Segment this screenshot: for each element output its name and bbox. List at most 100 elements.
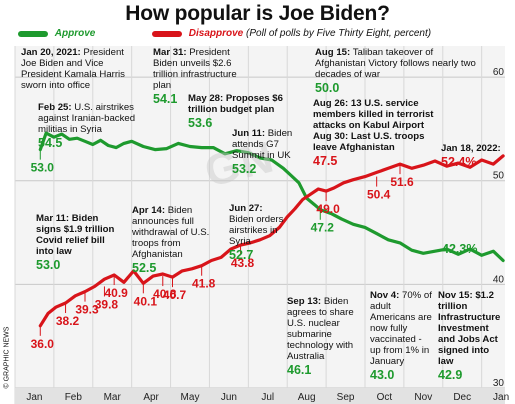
x-tick-label: Nov (414, 392, 432, 403)
value-label: 38.2 (56, 314, 80, 328)
x-tick-label: Jun (221, 392, 237, 403)
x-axis-band (15, 388, 505, 404)
value-label: 40.7 (163, 288, 187, 302)
value-label: 50.4 (367, 188, 391, 202)
value-label: 39.8 (95, 297, 119, 311)
x-tick-label: Jan (26, 392, 42, 403)
annotation-value: 54.1 (153, 92, 178, 106)
annotation-date: Apr 14: (132, 205, 166, 216)
x-tick-label: Dec (453, 392, 471, 403)
annotation-date: May 28: (188, 93, 224, 104)
annotation-jun11: Jun 11: Biden attends G7 Summit in UK 53… (232, 128, 300, 177)
annotation-text: Biden signs $1.9 trillion Covid relief b… (36, 213, 115, 257)
y-axis: 30 40 50 60 (493, 67, 505, 389)
annotation-text: 70% of adult Americans are now fully vac… (370, 290, 432, 367)
x-tick-label: Apr (143, 392, 159, 403)
value-label: 47.2 (311, 221, 335, 235)
annotation-date: Mar 11: (36, 213, 70, 224)
y-tick-label: 50 (493, 171, 505, 182)
annotation-value: 47.5 (313, 154, 338, 168)
annotation-text: Proposes $6 trillion budget plan (188, 93, 283, 115)
annotation-value: 53.2 (232, 162, 257, 176)
annotation-text: 13 U.S. service members killed in terror… (313, 98, 434, 131)
annotation-value: 52.5 (132, 261, 157, 275)
annotation-value: 43.0 (370, 368, 395, 382)
legend-approve-swatch (18, 30, 48, 37)
legend-approve-label: Approve (54, 28, 96, 39)
x-tick-label: Sep (337, 392, 355, 403)
annotation-text: Taliban takeover of Afghanistan Victory … (315, 47, 476, 80)
value-label: 40.9 (104, 286, 128, 300)
plot-background (15, 46, 505, 388)
annotation-text: Biden announces full withdrawal of U.S. … (132, 205, 210, 260)
annotation-text: Biden agrees to share U.S. nuclear subma… (287, 296, 354, 362)
annotation-value: 42.9 (438, 368, 463, 382)
chart-title: How popular is Joe Biden? (125, 2, 390, 25)
annotation-jan18-approve: 42.3% (442, 241, 492, 257)
annotation-date: Sep 13: (287, 296, 322, 307)
annotation-value: 50.0 (315, 81, 340, 95)
annotation-date: Aug 30: (313, 131, 349, 142)
annotation-text: President Biden unveils $2.6 trillion in… (153, 47, 237, 91)
value-label: 40.8 (153, 287, 177, 301)
annotation-date: Jun 11: (232, 128, 266, 139)
annotation-date: Jan 18, 2022: (441, 143, 501, 154)
x-tick-label: Jul (261, 392, 274, 403)
x-tick-label: Oct (377, 392, 393, 403)
annotation-approve-value: 42.3% (442, 242, 478, 256)
legend-approve: Approve (18, 28, 95, 44)
annotation-date: Jan 20, 2021: (21, 47, 81, 58)
annotation-value: 54.5 (38, 136, 63, 150)
annotation-date: Mar 31: (153, 47, 187, 58)
value-label: 51.6 (390, 175, 414, 189)
annotation-text: U.S. airstrikes against Iranian-backed m… (38, 102, 136, 135)
annotation-jan18: Jan 18, 2022: 52.4% (441, 143, 507, 170)
annotation-jan20: Jan 20, 2021: President Joe Biden and Vi… (21, 47, 133, 91)
x-tick-label: Aug (298, 392, 316, 403)
gridlines (14, 46, 505, 404)
annotation-date: Nov 4: (370, 290, 400, 301)
x-tick-label: May (181, 392, 200, 403)
x-tick-label: Mar (104, 392, 122, 403)
annotation-mar11: Mar 11: Biden signs $1.9 trillion Covid … (36, 213, 122, 273)
series-line-approve (38, 131, 505, 263)
y-tick-label: 30 (493, 378, 505, 389)
y-tick-label: 60 (493, 67, 505, 78)
annotation-aug15: Aug 15: Taliban takeover of Afghanistan … (315, 47, 485, 96)
x-axis: Jan Feb Mar Apr May Jun Jul Aug Sep Oct Nov Dec Jan (15, 388, 509, 404)
annotation-value: 53.6 (188, 116, 213, 130)
annotation-date: Feb 25: (38, 102, 72, 113)
value-label: 41.8 (192, 277, 216, 291)
value-label: 53.0 (31, 161, 55, 175)
annotation-date: Jun 27: (229, 203, 263, 214)
annotation-disapprove-value: 52.4% (441, 155, 477, 169)
value-label: 43.8 (231, 256, 255, 270)
annotation-text: Biden attends G7 Summit in UK (232, 128, 293, 161)
legend-disapprove-swatch (152, 30, 182, 37)
annotation-jun27: Jun 27: Biden orders airstrikes in Syria… (229, 203, 289, 263)
y-tick-label: 40 (493, 274, 505, 285)
x-tick-label: Feb (65, 392, 83, 403)
annotation-apr14: Apr 14: Biden announces full withdrawal … (132, 205, 214, 276)
legend-disapprove: Disapprove (Poll of polls by Five Thirty… (152, 28, 431, 44)
series-line-disapprove (38, 154, 505, 328)
annotation-text: President Joe Biden and Vice President K… (21, 47, 125, 91)
chart-subtitle: (Poll of polls by Five Thirty Eight, per… (246, 28, 432, 39)
annotation-feb25: Feb 25: U.S. airstrikes against Iranian-… (38, 102, 148, 151)
value-label: 40.1 (134, 294, 158, 308)
annotation-date: Aug 15: (315, 47, 351, 58)
annotation-text: $1.2 trillion Infrastructure Investment … (438, 290, 501, 367)
legend-disapprove-label: Disapprove (188, 28, 244, 39)
value-label: 49.0 (316, 202, 340, 216)
credit: © GRAPHIC NEWS (3, 326, 11, 389)
annotation-text: Biden orders airstrikes in Syria (229, 214, 284, 247)
annotation-value: 46.1 (287, 363, 312, 377)
value-label: 39.3 (75, 303, 99, 317)
annotation-nov4: Nov 4: 70% of adult Americans are now fu… (370, 290, 434, 383)
annotation-aug26: Aug 26: 13 U.S. service members killed i… (313, 98, 438, 131)
plot-series (38, 131, 505, 328)
annotation-date: Nov 15: (438, 290, 473, 301)
value-label: 36.0 (31, 337, 55, 351)
annotation-value: 53.0 (36, 258, 61, 272)
